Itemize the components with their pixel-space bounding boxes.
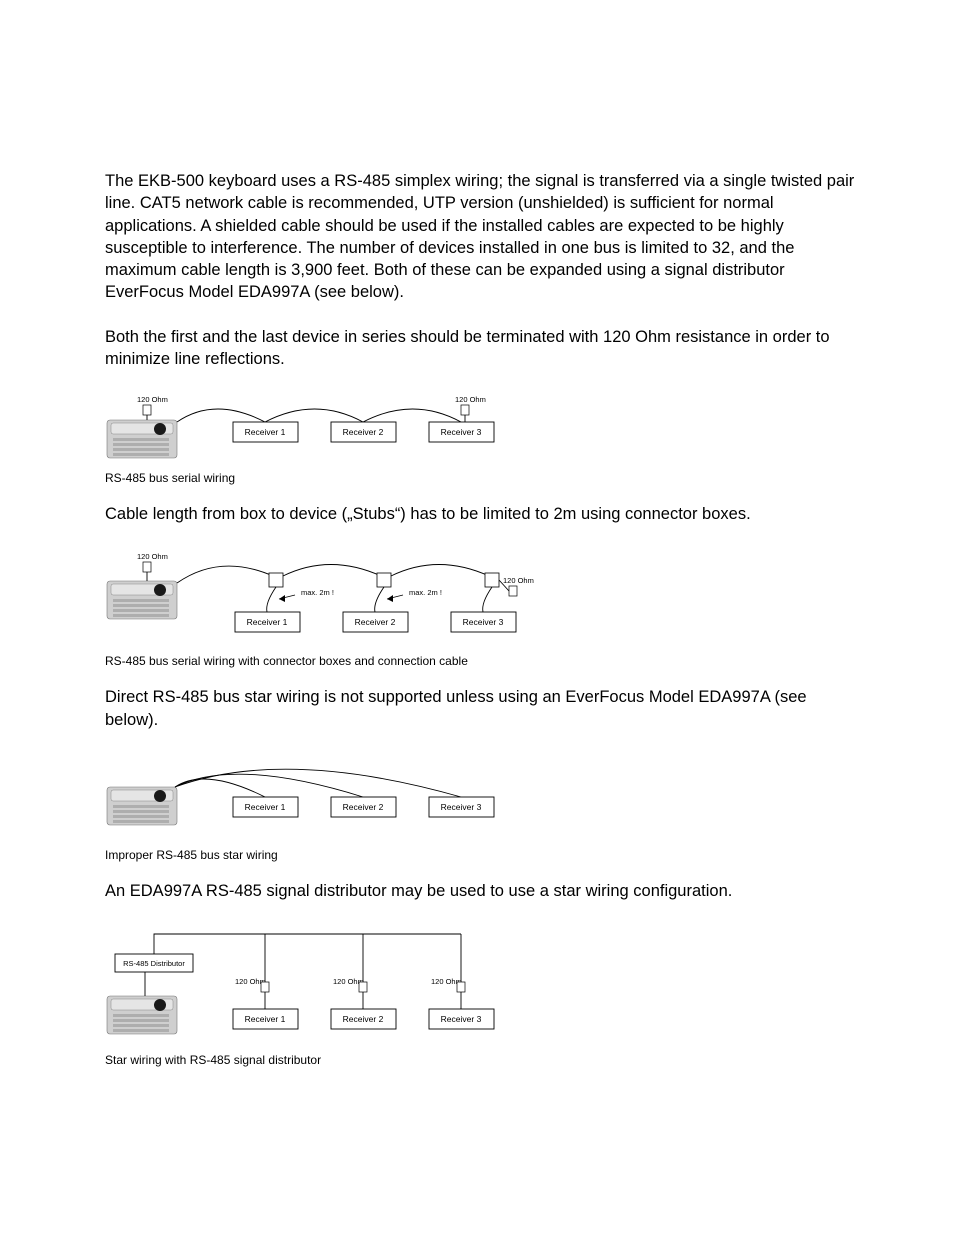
svg-text:120 Ohm: 120 Ohm: [503, 576, 534, 585]
label-distributor: RS-485 Distributor: [123, 959, 185, 968]
caption-improper-star: Improper RS-485 bus star wiring: [105, 848, 859, 862]
svg-text:Receiver 3: Receiver 3: [463, 617, 504, 627]
label-receiver-2: Receiver 2: [343, 427, 384, 437]
svg-text:Receiver 2: Receiver 2: [355, 617, 396, 627]
caption-star-distributor: Star wiring with RS-485 signal distribut…: [105, 1053, 859, 1067]
svg-text:Receiver 1: Receiver 1: [245, 1014, 286, 1024]
paragraph-intro: The EKB-500 keyboard uses a RS-485 simpl…: [105, 170, 859, 304]
paragraph-stubs: Cable length from box to device („Stubs“…: [105, 503, 859, 525]
keyboard-icon: [107, 787, 177, 825]
caption-connector: RS-485 bus serial wiring with connector …: [105, 654, 859, 668]
svg-text:Receiver 1: Receiver 1: [247, 617, 288, 627]
paragraph-star-unsupported: Direct RS-485 bus star wiring is not sup…: [105, 686, 859, 731]
svg-text:Receiver 3: Receiver 3: [441, 1014, 482, 1024]
figure-improper-star: Receiver 1 Receiver 2 Receiver 3: [105, 753, 859, 844]
figure-serial-wiring: 120 Ohm 120 Ohm Receiver 1 Receiver 2 Re…: [105, 392, 859, 467]
paragraph-distributor: An EDA997A RS-485 signal distributor may…: [105, 880, 859, 902]
label-max2m-2: max. 2m !: [409, 588, 442, 597]
svg-text:Receiver 3: Receiver 3: [441, 802, 482, 812]
label-120ohm: 120 Ohm: [137, 395, 168, 404]
label-receiver-1: Receiver 1: [245, 427, 286, 437]
keyboard-icon: [107, 996, 177, 1034]
label-120ohm-end: 120 Ohm: [455, 395, 486, 404]
paragraph-termination: Both the first and the last device in se…: [105, 326, 859, 371]
svg-text:Receiver 2: Receiver 2: [343, 1014, 384, 1024]
keyboard-icon: [107, 420, 177, 458]
caption-serial: RS-485 bus serial wiring: [105, 471, 859, 485]
svg-text:120 Ohm: 120 Ohm: [137, 552, 168, 561]
figure-star-distributor: RS-485 Distributor 120 Ohm 120 Ohm 120 O…: [105, 924, 859, 1049]
label-receiver-3: Receiver 3: [441, 427, 482, 437]
document-page: The EKB-500 keyboard uses a RS-485 simpl…: [0, 0, 954, 1145]
figure-connector-boxes: 120 Ohm 120 Ohm max. 2m ! max. 2m !: [105, 547, 859, 650]
svg-text:Receiver 2: Receiver 2: [343, 802, 384, 812]
label-max2m-1: max. 2m !: [301, 588, 334, 597]
keyboard-icon: [107, 581, 177, 619]
svg-text:Receiver 1: Receiver 1: [245, 802, 286, 812]
